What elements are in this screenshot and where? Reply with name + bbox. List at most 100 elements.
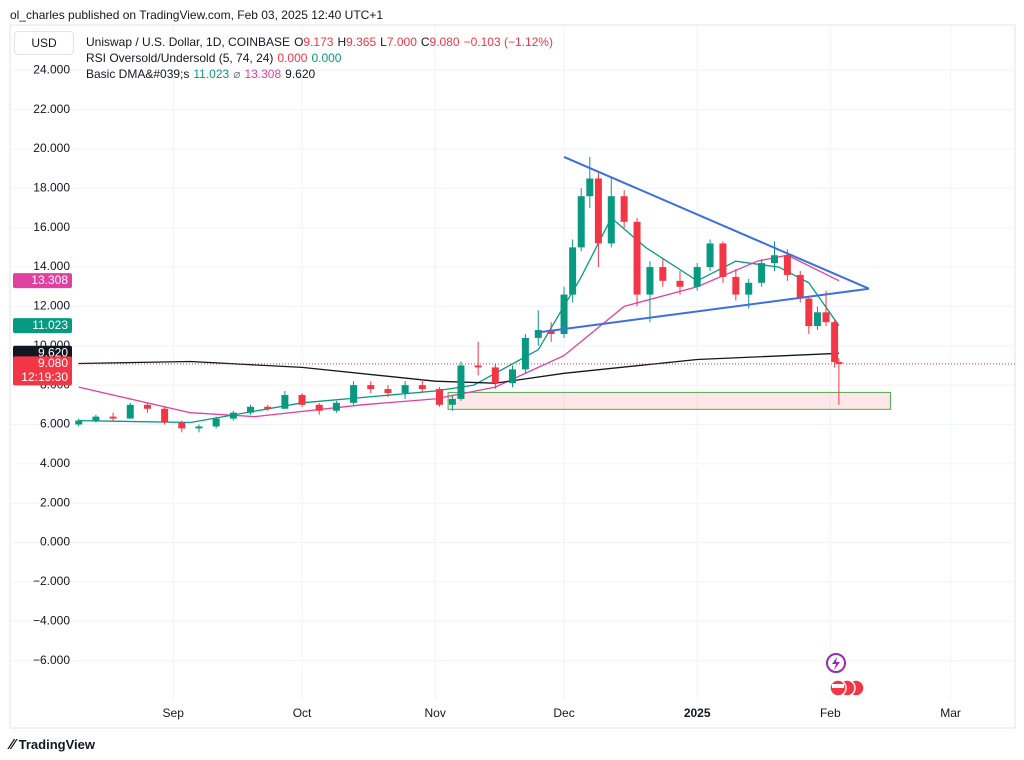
candle-body	[770, 255, 778, 264]
x-tick-label: Mar	[940, 706, 961, 720]
dma-value: 13.308	[244, 67, 282, 81]
candle-body	[719, 243, 727, 277]
price-tag-label: 11.023	[32, 318, 68, 332]
candle-body	[560, 294, 568, 334]
candle-body	[706, 243, 714, 268]
legend-rsi: RSI Oversold/Undersold (5, 74, 24) 0.000 0…	[86, 51, 345, 65]
last-price-tag	[13, 356, 72, 386]
candle-body	[92, 416, 100, 421]
candle-body	[229, 412, 237, 419]
dma-symbol: ⌀	[233, 67, 241, 81]
ohlc-label: C	[420, 35, 430, 49]
symbol-title: Uniswap / U.S. Dollar, 1D, COINBASE	[86, 35, 291, 49]
y-tick-label: 12.000	[33, 299, 70, 313]
candle-body	[607, 196, 615, 244]
ohlc-value: 7.000	[386, 35, 417, 49]
candle-body	[783, 255, 791, 275]
candle-body	[586, 178, 594, 197]
y-tick-label: 6.000	[40, 417, 70, 431]
candle-body	[247, 406, 255, 413]
candle-body	[569, 247, 577, 295]
candle-body	[805, 298, 813, 327]
candle-body	[367, 385, 375, 390]
candle-body	[646, 267, 654, 295]
y-tick-label: 20.000	[33, 141, 70, 155]
y-tick-label: 2.000	[40, 495, 70, 509]
logo[interactable]: ⁄⁄ TradingView	[10, 736, 95, 753]
candle-body	[474, 365, 482, 368]
candle-body	[435, 389, 443, 405]
x-tick-label: Nov	[425, 706, 446, 720]
candle-body	[161, 408, 169, 423]
x-tick-label: 2025	[684, 706, 711, 720]
y-tick-label: 24.000	[33, 62, 70, 76]
ohlc-value: 9.080	[429, 35, 460, 49]
candle-body	[212, 418, 220, 427]
candle-body	[534, 330, 542, 338]
candle-body	[75, 420, 83, 425]
y-tick-label: 22.000	[33, 102, 70, 116]
candle-body	[758, 263, 766, 283]
rsi-value: 0.000	[311, 51, 342, 65]
candle-body	[633, 221, 641, 295]
alert-icon[interactable]	[826, 653, 846, 673]
candle-body	[457, 365, 465, 399]
candle-body	[281, 394, 289, 409]
price-tag	[13, 318, 72, 334]
x-tick-label: Oct	[293, 706, 312, 720]
candle-body	[298, 394, 306, 405]
price-tag-label: 13.308	[31, 273, 68, 287]
countdown: 12:19:30	[21, 370, 68, 384]
candle-body	[521, 337, 529, 370]
ohlc-value: 9.365	[346, 35, 377, 49]
candle-body	[332, 402, 340, 411]
chart-frame	[9, 24, 1016, 729]
publisher: ol_charles published on TradingView.com,…	[10, 8, 384, 22]
legend-main: Uniswap / U.S. Dollar, 1D, COINBASE O9.17…	[86, 35, 557, 49]
candle-body	[491, 367, 499, 384]
candle-body	[594, 178, 602, 244]
logo-text: TradingView	[18, 737, 95, 752]
ohlc-label: L	[380, 35, 387, 49]
y-tick-label: 0.000	[40, 535, 70, 549]
y-tick-label: 18.000	[33, 181, 70, 195]
candle-body	[577, 196, 585, 248]
candle-body	[315, 404, 323, 411]
legend-dma: Basic DMA&#039;s 11.023 ⌀ 13.308 9.620	[86, 67, 319, 81]
candle-body	[732, 276, 740, 295]
ohlc-value: 9.173	[303, 35, 334, 49]
candle-body	[620, 196, 628, 222]
candle-body	[693, 267, 701, 287]
candle-body	[401, 385, 409, 394]
icons	[826, 653, 865, 697]
y-tick-label: 14.000	[33, 259, 70, 273]
candle-body	[195, 426, 203, 429]
candle-body	[384, 389, 392, 394]
candle-body	[448, 398, 456, 405]
x-tick-label: Feb	[820, 706, 841, 720]
dma-name: Basic DMA&#039;s	[86, 67, 190, 81]
moving-average	[78, 216, 840, 424]
flag-stripe	[832, 684, 844, 688]
ohlc-label: O	[294, 35, 304, 49]
y-tick-label: 4.000	[40, 456, 70, 470]
x-tick-label: Dec	[553, 706, 574, 720]
candle-body	[659, 267, 667, 281]
y-tick-label: −6.000	[33, 653, 70, 667]
y-tick-label: 16.000	[33, 220, 70, 234]
candle-body	[547, 330, 555, 334]
currency-button[interactable]: USD	[14, 31, 74, 55]
x-tick-label: Sep	[163, 706, 185, 720]
rsi-value: 0.000	[277, 51, 308, 65]
candle-body	[143, 404, 151, 409]
candle-body	[109, 416, 117, 419]
candle-body	[264, 406, 272, 409]
candle-body	[676, 280, 684, 287]
candle-body	[126, 404, 134, 419]
dma-value: 11.023	[193, 67, 230, 81]
candle-body	[350, 385, 358, 403]
candle-body	[831, 322, 839, 363]
candle-body	[822, 312, 830, 323]
